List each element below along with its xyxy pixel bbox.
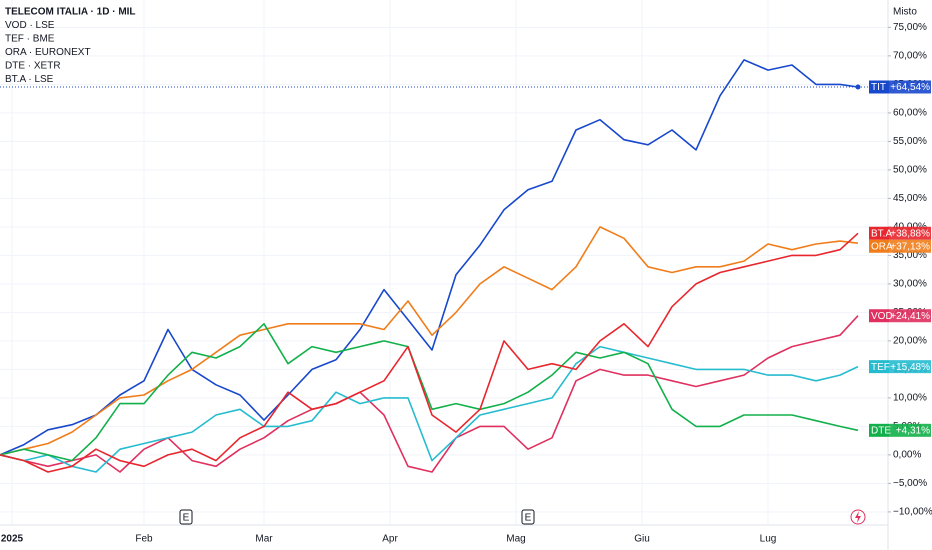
tag-value-bg: [889, 80, 931, 94]
x-tick-label: Apr: [382, 534, 398, 545]
last-point: [855, 84, 861, 90]
x-tick-label: Feb: [135, 534, 153, 545]
tag-value-bg: [889, 239, 931, 253]
series-line: [0, 315, 859, 473]
event-marker[interactable]: [179, 509, 193, 525]
tag-name-bg: [869, 360, 889, 374]
event-marker-label: E: [525, 513, 532, 524]
tag-name: ORA: [871, 241, 893, 252]
tag-value: +37,13%: [890, 241, 930, 252]
y-tick-label: 45,00%: [893, 193, 927, 204]
y-tick-label: 35,00%: [893, 250, 927, 261]
tag-name-bg: [869, 80, 889, 94]
tag-name: TIT: [871, 82, 886, 93]
tag-value-bg: [889, 309, 931, 323]
y-tick-label: −5,00%: [893, 478, 927, 489]
series-line: [0, 226, 859, 456]
x-tick-label: Mar: [255, 534, 273, 545]
series-line: [0, 345, 859, 473]
y-tick-label: 20,00%: [893, 336, 927, 347]
x-tick-label: 2025: [1, 534, 24, 545]
y-tick-label: 50,00%: [893, 165, 927, 176]
legend: TELECOM ITALIA · 1D · MIL VOD · LSE TEF · …: [5, 7, 136, 86]
scale-label[interactable]: Misto: [893, 7, 917, 18]
legend-entry[interactable]: VOD · LSE: [5, 20, 55, 31]
series-line: [0, 323, 859, 462]
tag-name: BT.A: [871, 228, 892, 239]
legend-entry[interactable]: DTE · XETR: [5, 61, 61, 72]
tags: TIT +64,54% BT.A+38,88% ORA+37,13% VOD+24,41…: [869, 80, 931, 437]
tag-name: DTE: [871, 425, 891, 436]
tag-name-bg: [869, 226, 889, 240]
tag-name-bg: [869, 309, 889, 323]
tag-value-bg: [889, 226, 931, 240]
tag-value: +4,31%: [896, 425, 930, 436]
y-tick-label: 10,00%: [893, 393, 927, 404]
x-tick-label: Mag: [506, 534, 525, 545]
series-line: [0, 232, 859, 473]
series-line: [0, 59, 859, 456]
tag-name: VOD: [871, 311, 893, 322]
tag-name: TEF: [871, 362, 890, 373]
x-tick-label: Giu: [634, 534, 650, 545]
lines: [0, 59, 888, 473]
y-tick-label: −10,00%: [893, 507, 932, 518]
tag-value: +38,88%: [890, 228, 930, 239]
lightning-icon[interactable]: [850, 509, 866, 525]
tag-value: +64,54%: [890, 82, 930, 93]
legend-entry[interactable]: BT.A · LSE: [5, 74, 54, 85]
legend-entry[interactable]: TEF · BME: [5, 34, 55, 45]
legend-entry[interactable]: ORA · EURONEXT: [5, 47, 91, 58]
y-tick-label: 70,00%: [893, 51, 927, 62]
tag-value-bg: [889, 423, 931, 437]
y-tick-label: 0,00%: [893, 450, 921, 461]
event-marker[interactable]: [521, 509, 535, 525]
event-marker-label: E: [183, 513, 190, 524]
tag-value-bg: [889, 360, 931, 374]
legend-entry[interactable]: TELECOM ITALIA · 1D · MIL: [5, 7, 136, 18]
tag-name-bg: [869, 239, 889, 253]
x-tick-label: Lug: [760, 534, 777, 545]
y-tick-label: 30,00%: [893, 279, 927, 290]
tag-name-bg: [869, 423, 889, 437]
y-tick-label: 75,00%: [893, 22, 927, 33]
y-tick-label: 60,00%: [893, 108, 927, 119]
tag-value: +24,41%: [890, 311, 930, 322]
y-tick-label: 55,00%: [893, 136, 927, 147]
tag-value: +15,48%: [890, 362, 930, 373]
